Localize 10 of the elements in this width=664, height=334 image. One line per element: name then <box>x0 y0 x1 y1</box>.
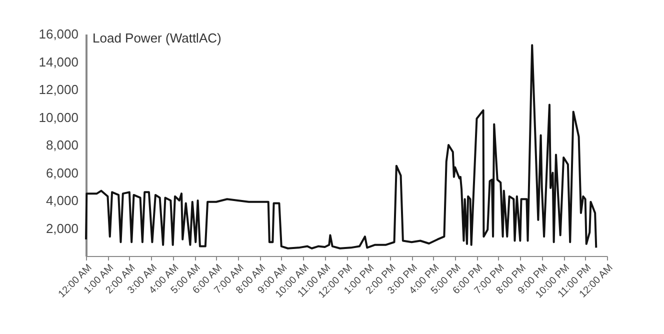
y-tick-label: 4,000 <box>46 193 78 208</box>
y-tick-label: 14,000 <box>38 54 78 70</box>
y-tick-label: 6,000 <box>46 165 78 180</box>
y-tick-label: 8,000 <box>46 138 78 152</box>
y-tick-label: 10,000 <box>38 110 78 125</box>
y-tick-label: 12,000 <box>38 82 78 97</box>
y-axis-title: Load Power (WattlAC) <box>92 30 222 46</box>
line-series <box>85 44 598 250</box>
y-tick-label: 2,000 <box>46 220 78 236</box>
y-tick-label: 16,000 <box>38 26 78 42</box>
